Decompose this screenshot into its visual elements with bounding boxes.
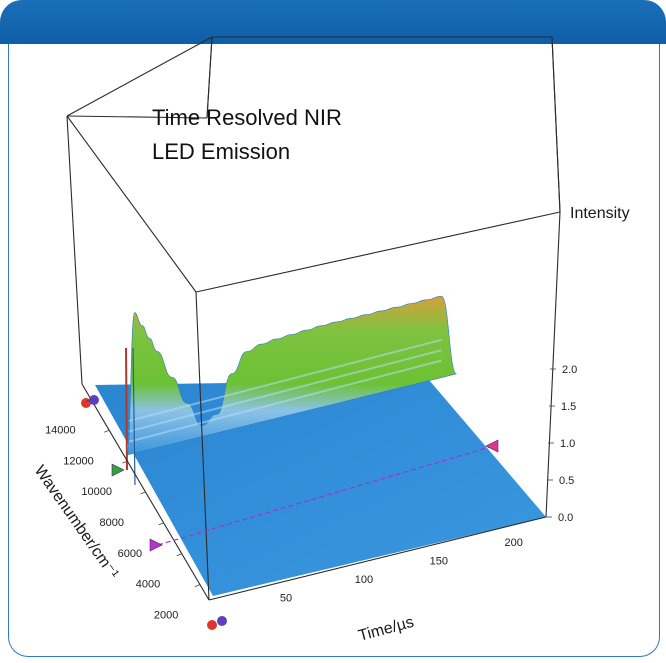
z-tick-label: 1.0 <box>560 438 575 450</box>
y-tick-mark <box>104 429 110 433</box>
z-tick-label: 0.5 <box>559 475 574 487</box>
y-tick-mark <box>85 399 92 402</box>
time-cursor-line <box>157 446 491 546</box>
y-tick-label: 14000 <box>45 424 76 436</box>
y-tick-mark <box>158 522 164 526</box>
y-tick-mark <box>194 584 201 587</box>
surface-band-3 <box>128 338 442 422</box>
y-tick-mark <box>122 460 128 464</box>
y-tick-label: 8000 <box>100 517 124 529</box>
surface-band-1 <box>128 359 442 443</box>
emission-ridge <box>126 295 457 456</box>
chart-title: Time Resolved NIR LED Emission <box>152 101 412 169</box>
z-axis-title: Intensity <box>570 205 630 222</box>
origin-marker-blue[interactable] <box>89 395 99 405</box>
y-tick-label: 6000 <box>118 548 142 560</box>
wavenumber-cursor-marker[interactable] <box>149 538 163 552</box>
chart-title-line-2: LED Emission <box>152 139 291 164</box>
y-tick-mark <box>176 553 182 557</box>
x-tick-label: 100 <box>355 574 373 586</box>
axis-box-front <box>66 36 561 601</box>
y-tick-mark <box>140 491 146 495</box>
band-marker[interactable] <box>111 463 125 477</box>
x-axis-title: Time/µs <box>357 614 416 645</box>
z-tick-label: 1.5 <box>561 401 576 413</box>
wavenumber-axis-ticks: 2000 4000 6000 8000 10000 12000 14000 <box>45 399 201 622</box>
y-tick-label: 4000 <box>136 579 160 591</box>
onset-edge-2 <box>132 347 136 486</box>
cursor-markers[interactable] <box>81 395 499 630</box>
z-tick-label: 0.0 <box>558 512 573 524</box>
corner-marker-red[interactable] <box>207 620 217 630</box>
x-tick-label: 150 <box>430 556 448 568</box>
emission-surface <box>125 295 457 486</box>
y-tick-label: 12000 <box>63 455 94 467</box>
chart-title-line-1: Time Resolved NIR <box>152 105 342 130</box>
intensity-axis-ticks: 0.0 0.5 1.0 1.5 2.0 <box>546 364 577 524</box>
onset-edge <box>125 347 128 471</box>
time-cursor-marker[interactable] <box>485 439 499 453</box>
surface-band-2 <box>128 349 442 433</box>
y-tick-label: 2000 <box>154 610 178 622</box>
time-axis-ticks: 50 100 150 200 <box>280 537 523 604</box>
corner-marker-blue[interactable] <box>217 616 227 626</box>
z-tick-label: 2.0 <box>562 364 577 376</box>
x-tick-label: 50 <box>280 593 292 605</box>
x-tick-label: 200 <box>505 537 523 549</box>
y-tick-label: 10000 <box>81 486 112 498</box>
